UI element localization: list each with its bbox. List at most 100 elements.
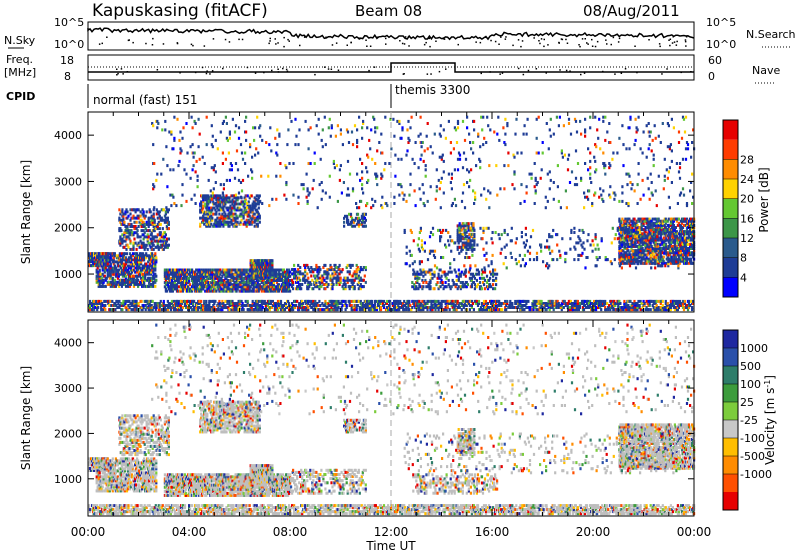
power-cell bbox=[337, 266, 340, 269]
power-cell bbox=[243, 276, 246, 280]
power-cell bbox=[162, 304, 165, 307]
power-cell bbox=[94, 262, 97, 266]
power-cell bbox=[253, 212, 256, 216]
power-cell bbox=[673, 240, 676, 244]
power-cell bbox=[113, 252, 116, 256]
power-cell bbox=[274, 270, 278, 274]
power-cell bbox=[136, 214, 139, 218]
power-cell bbox=[132, 284, 136, 288]
power-cell bbox=[683, 259, 687, 263]
power-cell bbox=[167, 302, 170, 305]
power-cell bbox=[648, 217, 651, 221]
nave-dot bbox=[201, 66, 204, 69]
power-cell bbox=[286, 279, 289, 282]
power-cell bbox=[691, 242, 694, 246]
power-cell bbox=[671, 249, 674, 253]
power-cell bbox=[692, 221, 695, 225]
power-cell bbox=[227, 272, 230, 276]
nave-dot bbox=[614, 73, 616, 75]
power-cell bbox=[152, 256, 155, 260]
power-cell bbox=[638, 251, 641, 255]
power-cell bbox=[119, 254, 122, 258]
power-cell bbox=[148, 208, 151, 212]
power-cell bbox=[682, 257, 686, 261]
power-cell bbox=[421, 270, 424, 274]
power-cell bbox=[237, 304, 240, 307]
power-cell bbox=[128, 284, 132, 288]
power-cell bbox=[105, 260, 108, 264]
power-cell bbox=[257, 202, 260, 206]
nsearch-dot bbox=[561, 38, 564, 41]
power-cell bbox=[227, 268, 230, 272]
power-cell bbox=[221, 281, 224, 285]
power-cell bbox=[164, 233, 167, 237]
power-cell bbox=[638, 228, 641, 232]
power-cell bbox=[175, 283, 179, 287]
power-cell bbox=[213, 276, 216, 280]
power-cell bbox=[670, 257, 673, 261]
power-cell bbox=[475, 285, 478, 289]
power-cell bbox=[173, 281, 176, 285]
power-cell bbox=[117, 268, 120, 272]
power-cell bbox=[252, 202, 255, 206]
power-cell bbox=[666, 238, 669, 242]
power-cell bbox=[122, 254, 125, 258]
power-cell bbox=[93, 254, 96, 258]
power-cell bbox=[492, 270, 495, 274]
power-cell bbox=[677, 236, 680, 240]
power-cell bbox=[465, 245, 468, 249]
power-cell bbox=[359, 266, 362, 269]
power-cell bbox=[471, 272, 474, 276]
power-cell bbox=[356, 218, 360, 222]
power-cell bbox=[154, 308, 157, 312]
power-cell bbox=[215, 210, 218, 214]
power-cell bbox=[117, 280, 120, 284]
nave-dot bbox=[373, 66, 376, 68]
power-cell bbox=[661, 261, 664, 265]
nave-dot bbox=[117, 72, 119, 75]
power-cell bbox=[147, 216, 150, 220]
power-cell bbox=[492, 268, 495, 272]
power-cell bbox=[291, 285, 294, 289]
nsearch-dot bbox=[366, 45, 368, 47]
nave-dot bbox=[661, 73, 663, 75]
power-cell bbox=[163, 306, 166, 309]
nsearch-dot bbox=[543, 45, 545, 48]
power-cell bbox=[206, 222, 209, 226]
power-cell bbox=[137, 225, 140, 228]
power-cell bbox=[97, 306, 100, 309]
power-cell bbox=[304, 270, 307, 274]
power-cell bbox=[140, 218, 143, 222]
power-cell bbox=[173, 306, 176, 309]
power-cell bbox=[447, 270, 450, 274]
power-cell bbox=[661, 251, 664, 255]
power-cell bbox=[217, 302, 220, 305]
power-cell bbox=[243, 202, 246, 206]
power-cell bbox=[319, 276, 322, 280]
power-cell bbox=[237, 279, 240, 282]
nave-dot bbox=[271, 69, 273, 72]
power-cell bbox=[307, 287, 310, 291]
nsearch-dot bbox=[127, 39, 130, 42]
power-cell bbox=[212, 200, 215, 204]
power-cell bbox=[236, 216, 239, 220]
power-cell bbox=[208, 220, 211, 224]
power-cell bbox=[249, 220, 252, 224]
power-cell bbox=[334, 263, 337, 267]
power-cell bbox=[100, 304, 103, 307]
power-cell bbox=[339, 280, 342, 284]
power-cell bbox=[177, 285, 181, 289]
power-cell bbox=[206, 224, 209, 228]
power-cell bbox=[152, 270, 155, 274]
power-cell bbox=[330, 283, 333, 286]
power-cell bbox=[322, 276, 325, 280]
power-cell bbox=[116, 270, 119, 274]
power-cell bbox=[687, 236, 691, 240]
power-cell bbox=[692, 261, 695, 265]
nsearch-dot bbox=[359, 37, 361, 40]
power-cell bbox=[152, 243, 155, 247]
power-cell bbox=[657, 238, 660, 242]
power-cell bbox=[245, 270, 248, 274]
power-cell bbox=[282, 304, 286, 307]
power-cell bbox=[170, 302, 173, 305]
